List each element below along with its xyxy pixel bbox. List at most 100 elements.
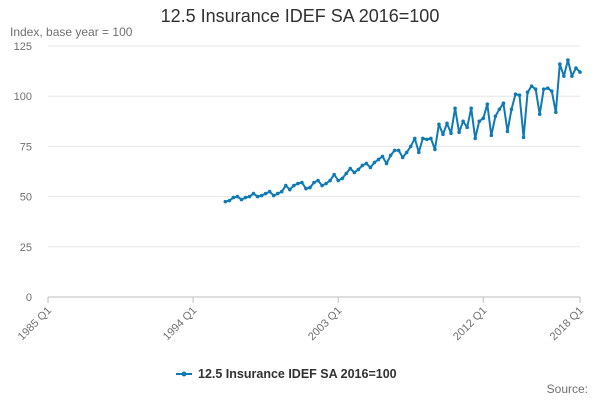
data-point	[449, 131, 453, 136]
data-point	[328, 178, 332, 183]
chart-title: 12.5 Insurance IDEF SA 2016=100	[160, 6, 440, 26]
data-point	[251, 191, 256, 196]
data-point	[263, 191, 268, 196]
data-point	[271, 193, 276, 198]
data-point	[259, 193, 264, 198]
y-tick-label: 0	[26, 292, 32, 304]
data-point	[545, 86, 550, 90]
data-point	[404, 150, 409, 155]
data-point	[505, 129, 510, 134]
data-point	[231, 195, 236, 200]
data-point	[416, 150, 421, 155]
legend[interactable]: 12.5 Insurance IDEF SA 2016=100	[176, 367, 397, 381]
data-point	[429, 136, 433, 141]
data-point	[425, 137, 429, 142]
data-point	[477, 119, 482, 124]
data-point	[541, 87, 546, 91]
data-point	[489, 133, 494, 138]
data-point	[485, 102, 490, 107]
data-point	[288, 187, 292, 192]
data-point	[247, 194, 252, 199]
data-point	[312, 180, 316, 185]
data-point	[537, 112, 542, 117]
data-point	[364, 161, 369, 166]
data-point	[340, 176, 345, 181]
data-point	[380, 154, 385, 159]
data-point	[578, 70, 582, 74]
data-point	[562, 74, 566, 78]
x-tick-label: 2003 Q1	[306, 305, 344, 343]
data-point	[368, 165, 373, 170]
data-point	[554, 110, 558, 115]
data-point	[481, 116, 486, 121]
data-point	[400, 155, 405, 160]
data-point	[255, 194, 260, 199]
data-point	[348, 166, 353, 171]
data-point	[336, 178, 340, 183]
data-point	[235, 194, 240, 199]
x-tick-label: 2012 Q1	[451, 305, 489, 343]
y-tick-label: 50	[20, 192, 32, 204]
data-point	[570, 74, 574, 78]
data-point	[396, 148, 401, 153]
data-point	[437, 122, 441, 127]
data-point	[517, 93, 522, 97]
data-point	[501, 101, 506, 106]
data-point	[441, 132, 445, 137]
data-point	[497, 107, 502, 112]
data-point	[465, 125, 469, 130]
data-point	[243, 195, 248, 200]
legend-marker	[181, 371, 187, 377]
data-point	[332, 172, 336, 177]
data-point	[267, 189, 272, 194]
data-point	[352, 170, 357, 175]
data-point	[372, 160, 377, 165]
data-point	[412, 136, 417, 141]
legend-label: 12.5 Insurance IDEF SA 2016=100	[198, 367, 397, 381]
data-point	[376, 157, 381, 162]
series-line	[225, 59, 581, 203]
data-point	[300, 180, 304, 185]
data-point	[227, 198, 232, 203]
data-point	[304, 186, 308, 191]
data-point	[509, 107, 514, 112]
x-axis: 1985 Q1 1994 Q1 2003 Q1 2012 Q1 2018 Q1	[16, 296, 586, 343]
data-point	[469, 106, 473, 111]
data-point	[493, 114, 498, 119]
data-point	[529, 84, 534, 88]
y-axis-label: Index, base year = 100	[10, 25, 133, 39]
data-point	[320, 183, 324, 188]
data-point	[421, 136, 425, 141]
data-point	[445, 121, 449, 126]
data-point	[392, 148, 397, 153]
data-point	[308, 185, 312, 190]
data-point	[574, 66, 578, 70]
series-line-layer	[223, 58, 582, 204]
data-point	[356, 167, 361, 172]
data-point	[292, 183, 296, 188]
data-point	[275, 191, 280, 196]
data-point	[239, 197, 244, 202]
data-point	[384, 161, 389, 166]
data-point	[521, 135, 526, 140]
x-tick-label: 1985 Q1	[16, 305, 54, 343]
data-point	[316, 178, 320, 183]
y-tick-label: 25	[20, 242, 32, 254]
data-point	[457, 130, 461, 135]
data-point	[344, 171, 349, 176]
data-point	[283, 183, 288, 188]
y-tick-labels: 0 25 50 75 100 125	[14, 41, 32, 304]
data-point	[558, 62, 562, 66]
data-point	[360, 163, 365, 168]
x-tick-label: 1994 Q1	[161, 305, 199, 343]
data-point	[408, 144, 413, 149]
data-point	[296, 181, 300, 186]
y-tick-label: 75	[20, 141, 32, 153]
data-point	[223, 199, 228, 204]
gridlines	[48, 45, 580, 248]
data-point	[533, 87, 538, 91]
data-point	[453, 106, 457, 111]
data-point	[473, 136, 478, 141]
